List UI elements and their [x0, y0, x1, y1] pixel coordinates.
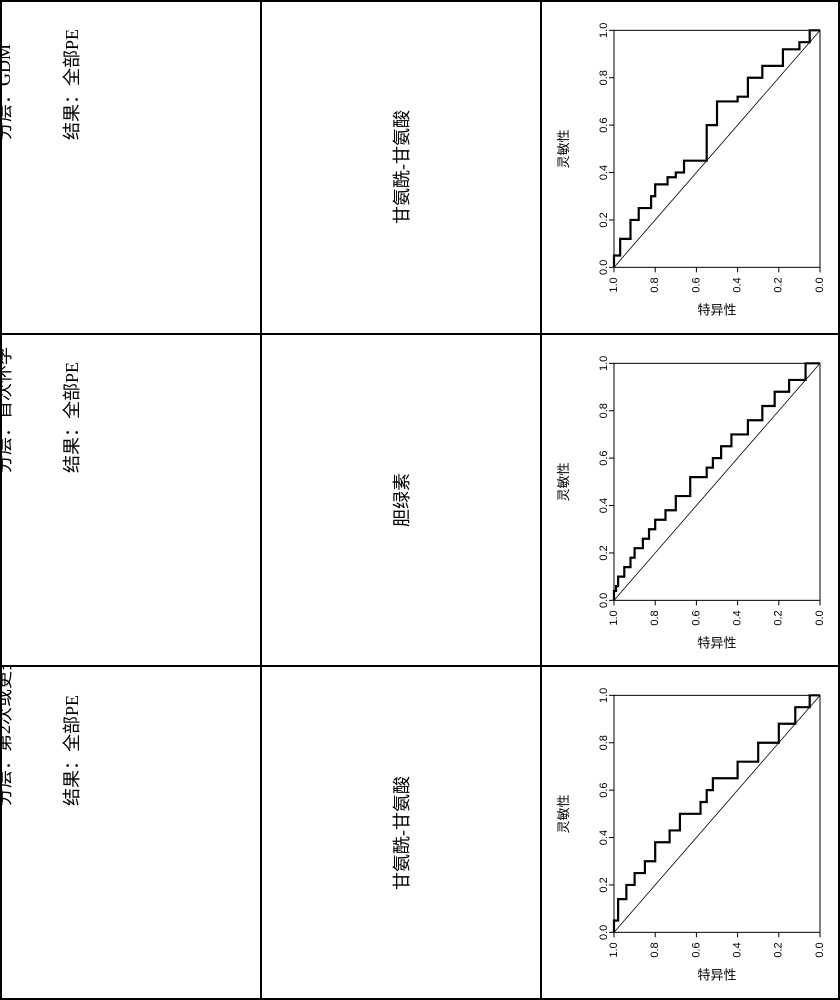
cell-mid-2: 胆绿素: [262, 335, 542, 668]
svg-text:0.8: 0.8: [649, 277, 661, 292]
svg-text:1.0: 1.0: [598, 688, 610, 703]
roc-chart-3: 1.0 0.8 0.6 0.4 0.2 0.0 0.0 0.2 0.4 0.6 0.8 1.0 特异性 灵…: [552, 677, 832, 988]
svg-text:0.4: 0.4: [598, 498, 610, 513]
svg-text:特异性: 特异性: [697, 635, 736, 650]
svg-text:0.4: 0.4: [598, 830, 610, 845]
svg-text:0.8: 0.8: [598, 70, 610, 85]
cell-chart-2: 1.0 0.8 0.6 0.4 0.2 0.0 0.0 0.2 0.4 0.6 0.8 1.0 特异性 灵…: [542, 335, 840, 668]
svg-text:1.0: 1.0: [608, 943, 620, 958]
panel-grid: 分层：GDM 结果：全部PE 甘氨酰-甘氨酸 1.0 0.8 0.6 0.4 0.2 0.…: [0, 0, 840, 1000]
svg-text:0.0: 0.0: [814, 943, 826, 958]
cell-chart-1: 1.0 0.8 0.6 0.4 0.2 0.0 0.0 0.2 0.4 0.6 0.8 1.0 特异性 灵…: [542, 2, 840, 335]
svg-text:灵敏性: 灵敏性: [556, 795, 571, 834]
cell-strat-3: 分层：第2次或更多次怀孕 结果：全部PE: [2, 667, 262, 998]
cell-mid-3: 甘氨酰-甘氨酸: [262, 667, 542, 998]
svg-text:灵敏性: 灵敏性: [556, 462, 571, 501]
svg-text:0.0: 0.0: [598, 260, 610, 275]
roc-chart-2: 1.0 0.8 0.6 0.4 0.2 0.0 0.0 0.2 0.4 0.6 0.8 1.0 特异性 灵…: [552, 345, 832, 656]
svg-text:0.2: 0.2: [598, 212, 610, 227]
svg-text:0.8: 0.8: [598, 735, 610, 750]
svg-text:0.4: 0.4: [732, 610, 744, 625]
svg-text:0.2: 0.2: [773, 610, 785, 625]
svg-text:0.0: 0.0: [814, 610, 826, 625]
svg-text:0.8: 0.8: [598, 403, 610, 418]
svg-text:0.2: 0.2: [598, 545, 610, 560]
cell-chart-3: 1.0 0.8 0.6 0.4 0.2 0.0 0.0 0.2 0.4 0.6 0.8 1.0 特异性 灵…: [542, 667, 840, 998]
biomarker-label-3: 甘氨酰-甘氨酸: [388, 776, 414, 890]
biomarker-label-2: 胆绿素: [388, 473, 414, 527]
svg-text:1.0: 1.0: [598, 355, 610, 370]
svg-text:0.6: 0.6: [598, 450, 610, 465]
svg-text:0.6: 0.6: [690, 610, 702, 625]
svg-text:0.2: 0.2: [773, 943, 785, 958]
biomarker-label-1: 甘氨酰-甘氨酸: [388, 110, 414, 224]
svg-text:0.4: 0.4: [732, 943, 744, 958]
svg-text:1.0: 1.0: [608, 277, 620, 292]
svg-text:0.2: 0.2: [598, 878, 610, 893]
strat-text-3: 分层：第2次或更多次怀孕 结果：全部PE: [2, 667, 105, 832]
cell-strat-1: 分层：GDM 结果：全部PE: [2, 2, 262, 335]
svg-text:0.0: 0.0: [598, 592, 610, 607]
cell-strat-2: 分层：首次怀孕 结果：全部PE: [2, 335, 262, 668]
svg-text:0.8: 0.8: [649, 610, 661, 625]
cell-mid-1: 甘氨酰-甘氨酸: [262, 2, 542, 335]
svg-text:0.0: 0.0: [814, 277, 826, 292]
svg-text:1.0: 1.0: [608, 610, 620, 625]
svg-text:0.0: 0.0: [598, 925, 610, 940]
svg-text:0.6: 0.6: [690, 943, 702, 958]
strat-text-1: 分层：GDM 结果：全部PE: [2, 29, 105, 167]
svg-text:灵敏性: 灵敏性: [556, 129, 571, 168]
svg-text:0.4: 0.4: [598, 165, 610, 180]
svg-text:特异性: 特异性: [697, 968, 736, 983]
svg-text:0.2: 0.2: [773, 277, 785, 292]
svg-text:0.4: 0.4: [732, 277, 744, 292]
svg-text:1.0: 1.0: [598, 23, 610, 38]
svg-text:特异性: 特异性: [697, 302, 736, 317]
roc-chart-1: 1.0 0.8 0.6 0.4 0.2 0.0 0.0 0.2 0.4 0.6 0.8 1.0 特异性 灵…: [552, 12, 832, 323]
svg-text:0.6: 0.6: [690, 277, 702, 292]
svg-text:0.8: 0.8: [649, 943, 661, 958]
svg-text:0.6: 0.6: [598, 117, 610, 132]
svg-text:0.6: 0.6: [598, 783, 610, 798]
strat-text-2: 分层：首次怀孕 结果：全部PE: [2, 347, 105, 500]
